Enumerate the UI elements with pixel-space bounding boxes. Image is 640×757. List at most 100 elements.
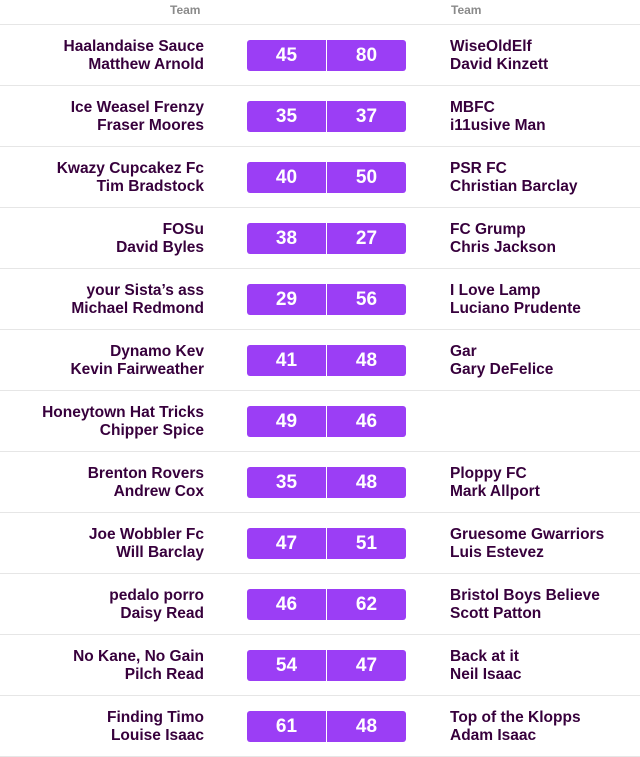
- away-team-column-header: Team: [451, 3, 482, 17]
- away-team[interactable]: MBFC i11usive Man: [450, 99, 546, 135]
- home-team-name: Haalandaise Sauce: [63, 38, 204, 55]
- home-manager-name: Tim Bradstock: [96, 178, 204, 195]
- away-team[interactable]: Gruesome Gwarriors Luis Estevez: [450, 526, 604, 562]
- score-box[interactable]: 35 37: [247, 101, 406, 132]
- home-team[interactable]: No Kane, No Gain Pilch Read: [73, 648, 204, 684]
- fixture-row[interactable]: Kwazy Cupcakez Fc Tim Bradstock 40 50 PS…: [0, 147, 640, 208]
- score-box[interactable]: 61 48: [247, 711, 406, 742]
- fixture-row[interactable]: FOSu David Byles 38 27 FC Grump Chris Ja…: [0, 208, 640, 269]
- home-score: 45: [247, 40, 326, 71]
- home-team[interactable]: Honeytown Hat Tricks Chipper Spice: [42, 404, 204, 440]
- away-manager-name: David Kinzett: [450, 56, 549, 73]
- home-manager-name: Kevin Fairweather: [70, 361, 204, 378]
- home-team-column-header: Team: [170, 3, 201, 17]
- away-team[interactable]: PSR FC Christian Barclay: [450, 160, 578, 196]
- away-score: 27: [327, 223, 406, 254]
- away-team[interactable]: I Love Lamp Luciano Prudente: [450, 282, 581, 318]
- home-manager-name: Pilch Read: [124, 666, 204, 683]
- away-manager-name: i11usive Man: [450, 117, 546, 134]
- home-team[interactable]: Haalandaise Sauce Matthew Arnold: [64, 38, 204, 74]
- fixture-row[interactable]: Joe Wobbler Fc Will Barclay 47 51 Grueso…: [0, 513, 640, 574]
- home-team-name: pedalo porro: [109, 587, 204, 604]
- score-box[interactable]: 41 48: [247, 345, 406, 376]
- away-team-name: FC Grump: [450, 221, 526, 238]
- fixture-row[interactable]: No Kane, No Gain Pilch Read 54 47 Back a…: [0, 635, 640, 696]
- home-team-name: Finding Timo: [106, 709, 204, 726]
- home-manager-name: Will Barclay: [116, 544, 204, 561]
- home-score: 41: [247, 345, 326, 376]
- away-team[interactable]: Bristol Boys Believe Scott Patton: [450, 587, 600, 623]
- away-score: 50: [327, 162, 406, 193]
- fixture-row[interactable]: pedalo porro Daisy Read 46 62 Bristol Bo…: [0, 574, 640, 635]
- away-team-name: Back at it: [450, 648, 519, 665]
- home-team[interactable]: pedalo porro Daisy Read: [109, 587, 204, 623]
- home-team-name: Ice Weasel Frenzy: [70, 99, 204, 116]
- away-team-name: I Love Lamp: [450, 282, 541, 299]
- away-score: 80: [327, 40, 406, 71]
- score-box[interactable]: 38 27: [247, 223, 406, 254]
- home-manager-name: Andrew Cox: [113, 483, 204, 500]
- home-team-name: FOSu: [162, 221, 204, 238]
- home-manager-name: David Byles: [116, 239, 204, 256]
- fixture-row[interactable]: your Sista’s ass Michael Redmond 29 56 I…: [0, 269, 640, 330]
- away-manager-name: Scott Patton: [450, 605, 542, 622]
- home-team[interactable]: Ice Weasel Frenzy Fraser Moores: [71, 99, 204, 135]
- home-team[interactable]: FOSu David Byles: [116, 221, 204, 257]
- score-box[interactable]: 40 50: [247, 162, 406, 193]
- away-team[interactable]: Top of the Klopps Adam Isaac: [450, 709, 581, 745]
- away-score: 48: [327, 711, 406, 742]
- away-manager-name: Adam Isaac: [450, 727, 537, 744]
- away-score: 56: [327, 284, 406, 315]
- score-box[interactable]: 49 46: [247, 406, 406, 437]
- away-manager-name: Chris Jackson: [450, 239, 556, 256]
- score-box[interactable]: 46 62: [247, 589, 406, 620]
- away-score: 51: [327, 528, 406, 559]
- home-team[interactable]: Dynamo Kev Kevin Fairweather: [70, 343, 204, 379]
- away-team-name: Gruesome Gwarriors: [450, 526, 605, 543]
- home-manager-name: Louise Isaac: [110, 727, 204, 744]
- fixtures-list: Haalandaise Sauce Matthew Arnold 45 80 W…: [0, 25, 640, 757]
- score-box[interactable]: 54 47: [247, 650, 406, 681]
- away-team-name: WiseOldElf: [450, 38, 532, 55]
- home-manager-name: Michael Redmond: [71, 300, 204, 317]
- away-manager-name: Mark Allport: [450, 483, 540, 500]
- away-team-name: PSR FC: [450, 160, 507, 177]
- home-team-name: Dynamo Kev: [110, 343, 204, 360]
- away-manager-name: Luis Estevez: [450, 544, 544, 561]
- home-team[interactable]: Kwazy Cupcakez Fc Tim Bradstock: [57, 160, 204, 196]
- away-team-name: Top of the Klopps: [450, 709, 581, 726]
- away-team[interactable]: Gar Gary DeFelice: [450, 343, 553, 379]
- fixture-row[interactable]: Finding Timo Louise Isaac 61 48 Top of t…: [0, 696, 640, 757]
- home-team[interactable]: Brenton Rovers Andrew Cox: [88, 465, 204, 501]
- home-score: 49: [247, 406, 326, 437]
- away-team-name: Ploppy FC: [450, 465, 527, 482]
- score-box[interactable]: 47 51: [247, 528, 406, 559]
- home-manager-name: Daisy Read: [120, 605, 204, 622]
- home-team-name: Honeytown Hat Tricks: [42, 404, 204, 421]
- away-score: 48: [327, 467, 406, 498]
- away-team[interactable]: Back at it Neil Isaac: [450, 648, 522, 684]
- home-score: 38: [247, 223, 326, 254]
- score-box[interactable]: 29 56: [247, 284, 406, 315]
- away-team[interactable]: FC Grump Chris Jackson: [450, 221, 556, 257]
- score-box[interactable]: 35 48: [247, 467, 406, 498]
- fixture-row[interactable]: Ice Weasel Frenzy Fraser Moores 35 37 MB…: [0, 86, 640, 147]
- away-team-name: Gar: [450, 343, 477, 360]
- away-team-name: MBFC: [450, 99, 495, 116]
- away-manager-name: Christian Barclay: [450, 178, 578, 195]
- fixtures-header: Team Team: [0, 0, 640, 25]
- away-team[interactable]: WiseOldElf David Kinzett: [450, 38, 548, 74]
- away-manager-name: Gary DeFelice: [450, 361, 554, 378]
- away-team[interactable]: Ploppy FC Mark Allport: [450, 465, 540, 501]
- score-box[interactable]: 45 80: [247, 40, 406, 71]
- fixture-row[interactable]: Haalandaise Sauce Matthew Arnold 45 80 W…: [0, 25, 640, 86]
- fixture-row[interactable]: Brenton Rovers Andrew Cox 35 48 Ploppy F…: [0, 452, 640, 513]
- home-team[interactable]: Finding Timo Louise Isaac: [107, 709, 204, 745]
- home-team[interactable]: your Sista’s ass Michael Redmond: [71, 282, 204, 318]
- home-score: 54: [247, 650, 326, 681]
- fixture-row[interactable]: Dynamo Kev Kevin Fairweather 41 48 Gar G…: [0, 330, 640, 391]
- fixture-row[interactable]: Honeytown Hat Tricks Chipper Spice 49 46: [0, 391, 640, 452]
- home-score: 47: [247, 528, 326, 559]
- home-team[interactable]: Joe Wobbler Fc Will Barclay: [89, 526, 204, 562]
- home-team-name: your Sista’s ass: [86, 282, 204, 299]
